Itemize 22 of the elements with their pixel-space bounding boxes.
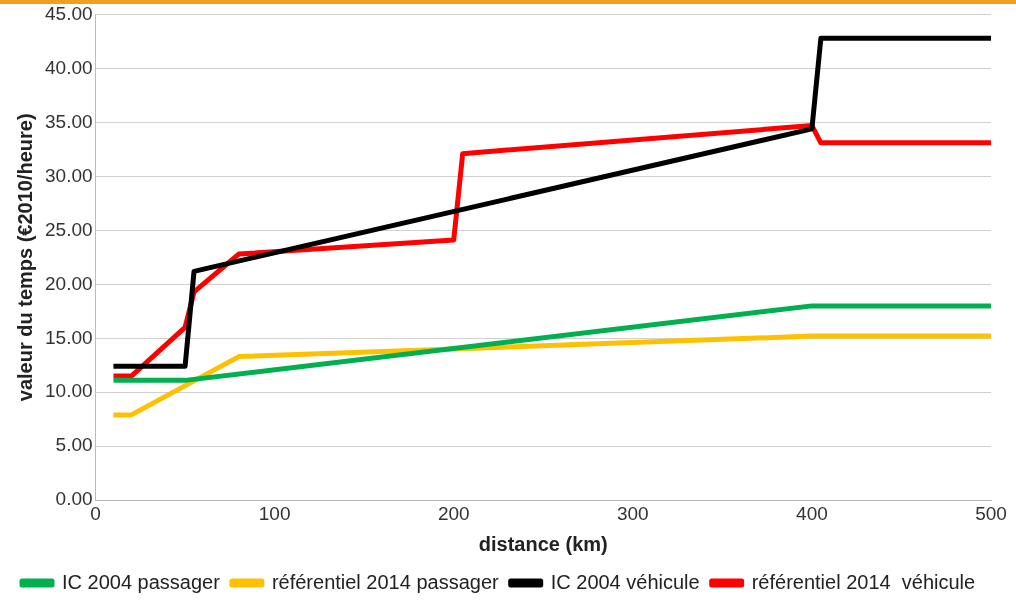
x-tick-label: 400 — [796, 502, 828, 524]
y-tick-label: 30.00 — [45, 164, 93, 186]
y-tick-label: 40.00 — [45, 56, 93, 78]
y-axis-title: valeur du temps (€2010/heure) — [13, 113, 36, 402]
y-tick-label: 25.00 — [45, 218, 93, 240]
y-tick-label: 0.00 — [55, 488, 93, 510]
y-tick-label: 10.00 — [45, 380, 93, 402]
y-tick-label: 15.00 — [45, 326, 93, 348]
y-tick-label: 5.00 — [55, 434, 93, 456]
x-tick-label: 300 — [616, 502, 649, 524]
x-tick-label: 0 — [90, 502, 101, 524]
legend-label: IC 2004 passager — [62, 570, 221, 593]
legend-label: IC 2004 véhicule — [550, 570, 700, 593]
legend-label: référentiel 2014 passager — [271, 570, 500, 593]
x-tick-label: 500 — [975, 502, 1007, 524]
y-tick-label: 45.00 — [45, 2, 93, 24]
x-tick-label: 100 — [258, 502, 291, 524]
y-tick-label: 20.00 — [45, 272, 93, 294]
x-tick-label: 200 — [437, 502, 470, 524]
x-axis-title: distance (km) — [478, 532, 608, 555]
y-tick-label: 35.00 — [45, 110, 93, 132]
legend-label: référentiel 2014 véhicule — [751, 570, 976, 593]
